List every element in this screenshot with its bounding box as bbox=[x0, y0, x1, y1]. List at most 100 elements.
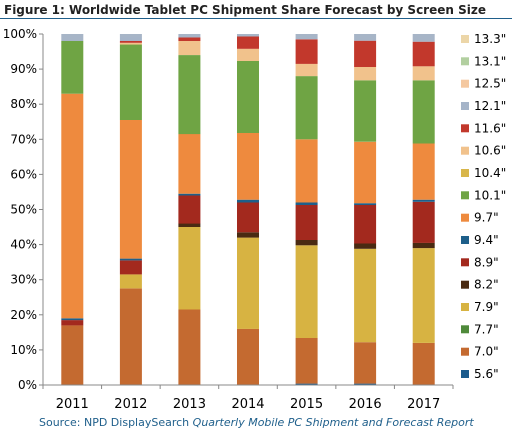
x-tick-label: 2011 bbox=[56, 397, 89, 412]
bar-segment-remainder bbox=[61, 34, 84, 41]
legend-label: 10.4" bbox=[474, 166, 506, 180]
bar-segment bbox=[119, 274, 142, 289]
y-tick-label: 50% bbox=[10, 203, 37, 217]
legend-label: 12.5" bbox=[474, 77, 506, 91]
y-tick-label: 30% bbox=[10, 273, 37, 287]
bar-segment bbox=[412, 80, 435, 144]
bar-segment bbox=[295, 139, 318, 203]
bar-segment bbox=[237, 328, 259, 385]
x-tick-label: 2017 bbox=[407, 397, 440, 412]
legend-swatch bbox=[461, 280, 469, 289]
x-tick-label: 2013 bbox=[173, 397, 206, 412]
bar-segment bbox=[412, 143, 435, 200]
y-tick-label: 70% bbox=[10, 132, 37, 146]
bar-segment-remainder bbox=[119, 34, 142, 38]
legend-label: 13.1" bbox=[474, 54, 506, 68]
legend-label: 8.2" bbox=[474, 278, 499, 292]
legend-label: 11.6" bbox=[474, 121, 506, 135]
bar-segment bbox=[61, 93, 84, 319]
bar-segment bbox=[354, 80, 377, 142]
bar-segment bbox=[412, 199, 435, 202]
legend-swatch bbox=[461, 347, 469, 356]
bar-segment bbox=[354, 40, 377, 67]
bar-segment bbox=[354, 243, 377, 249]
bar-segment bbox=[178, 134, 201, 194]
bar-segment bbox=[295, 338, 318, 384]
bar-segment-remainder bbox=[295, 34, 318, 40]
source-report: Quarterly Mobile PC Shipment and Forecas… bbox=[192, 416, 474, 429]
bar-segment bbox=[354, 203, 377, 205]
legend-label: 13.3" bbox=[474, 32, 506, 46]
y-tick-label: 90% bbox=[10, 62, 37, 76]
legend-swatch bbox=[461, 102, 469, 110]
bar-segment-remainder bbox=[412, 34, 435, 42]
legend-label: 10.1" bbox=[474, 188, 506, 202]
bar-segment bbox=[178, 193, 201, 196]
legend-label: 7.7" bbox=[474, 322, 499, 336]
legend-swatch bbox=[461, 370, 469, 378]
bar-segment bbox=[237, 48, 259, 61]
y-tick-label: 40% bbox=[10, 238, 37, 252]
bar-segment bbox=[412, 41, 435, 67]
bar-segment bbox=[237, 237, 259, 329]
legend: 13.3" 13.1" 12.5" 12.1" 11.6" 10.6" 10.4" 10.1"… bbox=[461, 32, 506, 381]
bar-segment-remainder bbox=[178, 34, 201, 38]
bar-segment bbox=[61, 318, 84, 321]
legend-swatch bbox=[461, 124, 469, 133]
bar-segment bbox=[295, 383, 318, 385]
bar-segment bbox=[61, 41, 84, 94]
bar-segment bbox=[354, 248, 377, 343]
bar-segment bbox=[237, 199, 259, 203]
bar-segment bbox=[295, 240, 318, 246]
bar-segment bbox=[178, 309, 201, 385]
bar-segment bbox=[295, 202, 318, 205]
y-tick-label: 60% bbox=[10, 167, 37, 181]
bars-layer bbox=[61, 34, 435, 385]
y-tick-label: 80% bbox=[10, 97, 37, 111]
legend-label: 7.0" bbox=[474, 345, 499, 359]
bar-segment bbox=[295, 76, 318, 140]
bar-segment bbox=[412, 248, 435, 343]
bar-segment bbox=[237, 133, 259, 200]
bar-segment bbox=[178, 41, 201, 55]
bar-segment bbox=[354, 383, 377, 385]
bar-segment bbox=[119, 37, 142, 41]
bar-segment bbox=[412, 242, 435, 249]
bar-segment bbox=[354, 141, 377, 204]
bar-segment bbox=[178, 227, 201, 310]
bar-segment bbox=[295, 245, 318, 338]
legend-label: 9.7" bbox=[474, 211, 499, 225]
legend-swatch bbox=[461, 79, 469, 88]
legend-swatch bbox=[461, 236, 469, 244]
bar-segment bbox=[119, 42, 142, 45]
source-note: Source: NPD DisplaySearch Quarterly Mobi… bbox=[39, 416, 474, 429]
legend-label: 9.4" bbox=[474, 233, 499, 247]
title-divider bbox=[0, 18, 512, 19]
x-tick-label: 2016 bbox=[349, 397, 382, 412]
legend-label: 10.6" bbox=[474, 144, 506, 158]
bar-segment bbox=[295, 63, 318, 77]
bar-segment bbox=[119, 44, 142, 120]
axes-layer: 0% 10% 20% 30% 40% 50% 60% 70% 80% 90% 100% 2011 201… bbox=[3, 27, 454, 412]
bar-segment-remainder bbox=[237, 34, 259, 37]
bar-segment bbox=[354, 342, 377, 384]
source-prefix: Source: NPD DisplaySearch bbox=[39, 416, 193, 429]
bar-segment bbox=[295, 204, 318, 240]
x-tick-label: 2012 bbox=[114, 397, 147, 412]
y-tick-label: 20% bbox=[10, 308, 37, 322]
bar-segment bbox=[295, 39, 318, 64]
legend-swatch bbox=[461, 35, 469, 43]
legend-label: 8.9" bbox=[474, 255, 499, 269]
legend-swatch bbox=[461, 146, 469, 155]
bar-segment bbox=[61, 325, 84, 385]
bar-segment bbox=[412, 66, 435, 81]
bar-segment bbox=[119, 120, 142, 259]
legend-swatch bbox=[461, 57, 469, 66]
legend-label: 5.6" bbox=[474, 367, 499, 381]
legend-label: 7.9" bbox=[474, 300, 499, 314]
bar-segment bbox=[178, 37, 201, 41]
y-tick-label: 100% bbox=[3, 27, 37, 41]
bar-segment bbox=[412, 342, 435, 385]
legend-label: 12.1" bbox=[474, 99, 506, 113]
